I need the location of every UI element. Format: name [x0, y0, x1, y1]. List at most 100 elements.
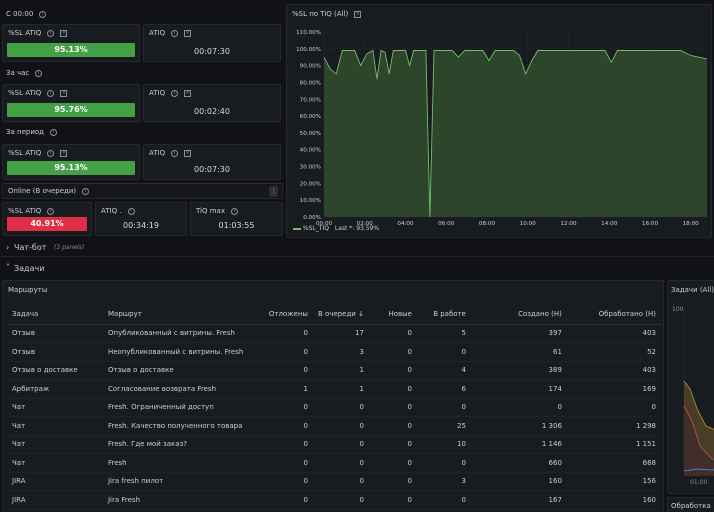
sl-chart-panel: %SL по TiQ (All) × 110.00% 100.00% 90.00% 80…	[286, 4, 712, 238]
atiq-value: 00:02:40	[194, 107, 230, 116]
atiq-value: 00:07:30	[194, 47, 230, 56]
info-icon[interactable]: i	[171, 149, 179, 157]
table-cell: 668	[566, 453, 661, 473]
col-header-queue-label: В очереди	[317, 310, 356, 319]
col-header-in-progress[interactable]: В работе	[416, 305, 471, 325]
table-cell: 403	[566, 324, 661, 343]
menu-icon[interactable]: ⋮	[269, 186, 278, 197]
col-header-processed[interactable]: Обработано (H)	[566, 305, 661, 325]
atiq-value: 00:34:19	[123, 221, 159, 230]
table-cell: 0	[416, 398, 471, 417]
x-tick-label: 14:00	[601, 221, 618, 227]
col-header-created[interactable]: Создано (H)	[470, 305, 567, 325]
link-icon[interactable]: ×	[184, 149, 192, 157]
table-row[interactable]: Арбитраж Согласование возврата Fresh 1 1 0 6 1…	[7, 379, 661, 399]
tiq-max-panel: TiQ max i 01:03:55	[190, 202, 283, 236]
info-icon[interactable]: i	[50, 128, 58, 136]
legend-swatch	[293, 227, 301, 230]
info-icon[interactable]: i	[171, 89, 179, 97]
chart-legend[interactable]: %SL_TIQ Last *: 93.59%	[293, 225, 379, 232]
table-cell: 0	[368, 361, 417, 380]
col-header-route[interactable]: Маршрут	[102, 305, 259, 325]
info-icon[interactable]: i	[47, 207, 55, 215]
info-icon[interactable]: i	[231, 207, 238, 215]
link-icon[interactable]: ×	[184, 89, 192, 97]
table-cell: 167	[470, 490, 567, 510]
table-cell: 0	[258, 490, 313, 510]
chevron-down-icon: ˅	[6, 263, 10, 272]
panel-title: Задачи (All)	[671, 286, 714, 294]
table-row[interactable]: Отзыв о доставке Отзыв о доставке 0 1 0 4 389 4…	[7, 361, 661, 380]
table-cell: Fresh. Ограниченный доступ	[102, 398, 259, 417]
x-tick-label: 06:00	[438, 221, 455, 227]
row-title: Чат-бот	[14, 243, 47, 252]
y-tick-label: 100	[672, 306, 684, 313]
legend-series-name: %SL_TIQ	[302, 225, 329, 232]
y-tick-label: 0.00%	[303, 215, 321, 221]
table-cell: Чат	[7, 398, 103, 417]
col-header-queue[interactable]: В очереди ↓	[312, 305, 369, 325]
table-cell: 1 298	[566, 416, 661, 436]
info-icon[interactable]: i	[39, 10, 47, 18]
table-row[interactable]: Чат Fresh 0 0 0 0 660 668	[7, 453, 661, 473]
info-icon[interactable]: i	[47, 29, 55, 37]
table-cell: 160	[566, 490, 661, 510]
panel-title: ATIQ .	[101, 207, 122, 215]
table-cell: 61	[470, 342, 567, 362]
table-row[interactable]: JIRA Jira fresh пилот 0 0 0 3 160 156	[7, 472, 661, 491]
table-cell: 397	[470, 324, 567, 343]
col-header-new[interactable]: Новые	[368, 305, 417, 325]
table-cell: 0	[416, 490, 471, 510]
link-icon[interactable]: ×	[184, 29, 192, 37]
table-row[interactable]: Отзыв Опубликованный с витрины. Fresh 0 17 0…	[7, 324, 661, 343]
table-row[interactable]: JIRA Jira Fresh 0 0 0 0 167 160	[7, 490, 661, 510]
info-icon[interactable]: i	[47, 89, 55, 97]
atiq-panel-1: ATIQ i × 00:07:30	[143, 24, 281, 62]
tasks-row[interactable]: ˅ Задачи	[0, 260, 714, 278]
table-cell: JIRA	[7, 490, 103, 510]
table-cell: 403	[566, 361, 661, 380]
table-row[interactable]: Чат Fresh. Ограниченный доступ 0 0 0 0 0 0	[7, 398, 661, 417]
link-icon[interactable]: ×	[60, 29, 68, 37]
col-header-task[interactable]: Задача	[7, 305, 103, 325]
table-cell: 389	[470, 361, 567, 380]
y-tick-label: 90.00%	[300, 64, 321, 70]
col-header-deferred[interactable]: Отложены	[258, 305, 313, 325]
table-cell: Согласование возврата Fresh	[102, 379, 259, 399]
y-tick-label: 80.00%	[300, 80, 321, 86]
link-icon[interactable]: ×	[60, 89, 68, 97]
info-icon[interactable]: i	[171, 29, 179, 37]
link-icon[interactable]: ×	[354, 10, 362, 18]
routes-table: Задача Маршрут Отложены В очереди ↓ Новы…	[7, 305, 661, 510]
table-cell: 174	[470, 379, 567, 399]
routes-panel: Маршруты Задача Маршрут Отложены В очере…	[2, 280, 664, 512]
info-icon[interactable]: i	[127, 207, 135, 215]
table-cell: 0	[368, 490, 417, 510]
x-tick-label: 00:00	[316, 221, 333, 227]
info-icon[interactable]: i	[35, 69, 43, 77]
table-cell: 0	[312, 398, 369, 417]
sl-atiq-panel-3: %SL ATIQ i × 95.13%	[2, 144, 140, 180]
link-icon[interactable]: ×	[60, 149, 68, 157]
table-cell: Неопубликованный с витрины. Fresh	[102, 342, 259, 362]
sl-atiq-panel-2: %SL ATIQ i × 95.76%	[2, 84, 140, 122]
info-icon[interactable]: i	[47, 149, 55, 157]
sl-atiq-panel-online: %SL ATIQ i 40.91%	[2, 202, 92, 236]
table-cell: 17	[312, 324, 369, 343]
panel-title: %SL по TiQ (All)	[292, 10, 349, 18]
panel-title: %SL ATIQ	[8, 89, 42, 97]
table-cell: 0	[416, 342, 471, 362]
table-row[interactable]: Чат Fresh. Где мой заказ? 0 0 0 10 1 146 1 151	[7, 435, 661, 454]
table-cell: 660	[470, 453, 567, 473]
table-cell: Fresh. Качество полученного товара	[102, 416, 259, 436]
table-cell: 1 306	[470, 416, 567, 436]
chat-bot-row[interactable]: › Чат-бот (3 panels)	[0, 240, 714, 257]
sl-value: 95.76%	[7, 103, 135, 117]
table-cell: 6	[416, 379, 471, 399]
section-period: За период i	[6, 128, 58, 136]
info-icon[interactable]: i	[82, 187, 90, 195]
table-row[interactable]: Чат Fresh. Качество полученного товара 0 0 0…	[7, 416, 661, 436]
online-row-header: Online (В очереди) i ⋮	[2, 183, 283, 199]
table-cell: 0	[312, 416, 369, 436]
table-row[interactable]: Отзыв Неопубликованный с витрины. Fresh 0 3…	[7, 342, 661, 362]
